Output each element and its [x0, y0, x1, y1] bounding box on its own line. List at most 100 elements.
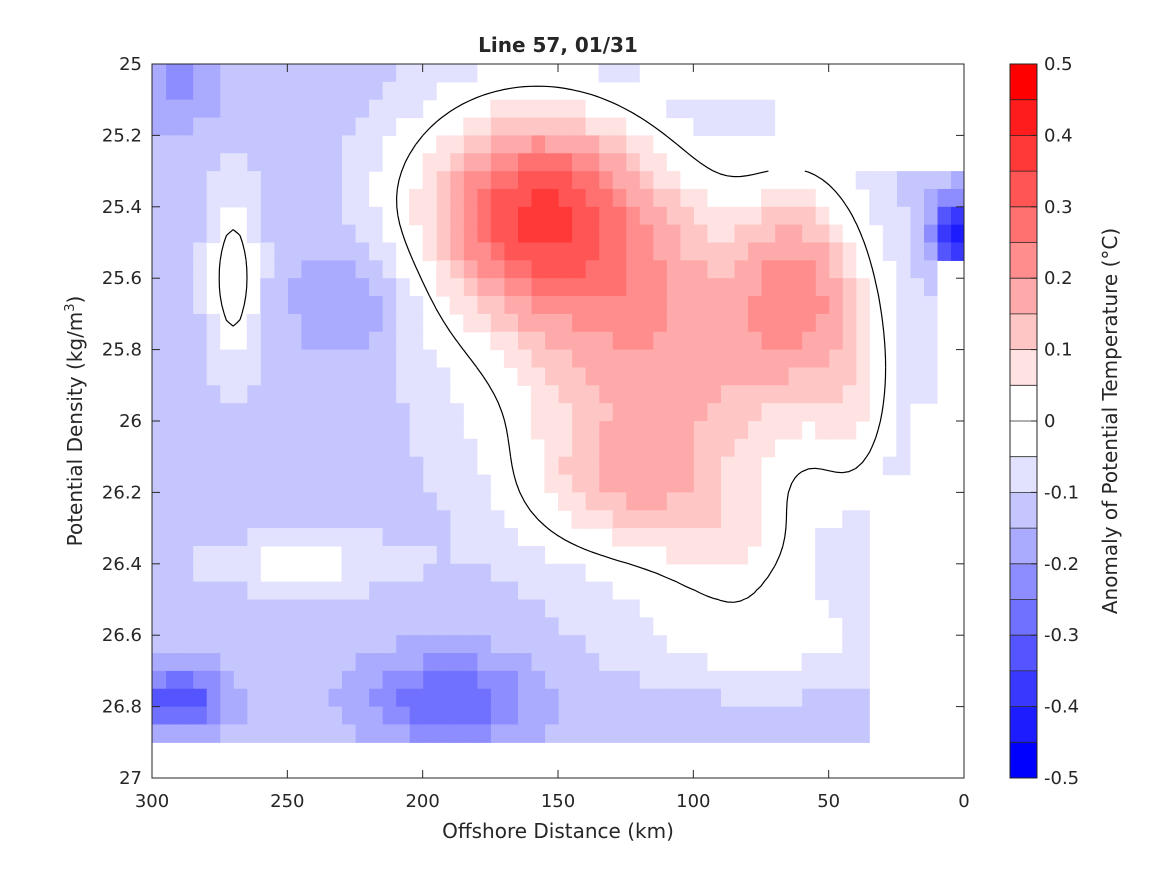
contour-cell — [476, 581, 491, 601]
contour-cell — [598, 635, 613, 654]
contour-cell — [449, 528, 464, 547]
contour-cell — [517, 206, 532, 226]
contour-cell — [842, 260, 857, 279]
contour-cell — [490, 278, 505, 297]
contour-cell — [368, 99, 383, 119]
x-axis-ticks: 300 250 200 150 100 50 0 — [135, 64, 970, 812]
contour-cell — [558, 99, 573, 119]
contour-cell — [612, 688, 627, 708]
contour-cell — [233, 599, 248, 618]
contour-cell — [828, 528, 843, 547]
contour-cell — [206, 724, 221, 743]
contour-cell — [652, 510, 667, 529]
colorbar: 0.50.40.30.20.10-0.1-0.2-0.3-0.4-0.5 — [1009, 54, 1079, 789]
contour-cell — [544, 421, 559, 440]
contour-cell — [422, 617, 437, 636]
contour-cell — [246, 135, 261, 154]
contour-cell — [300, 313, 315, 333]
contour-cell — [571, 206, 586, 226]
contour-cell — [422, 242, 437, 261]
contour-cell — [476, 545, 491, 565]
contour-cell — [639, 635, 654, 654]
contour-cell — [179, 331, 194, 351]
contour-cell — [382, 349, 397, 369]
contour-cell — [490, 581, 505, 601]
contour-cell — [449, 670, 464, 690]
contour-cell — [733, 331, 749, 351]
contour-cell — [679, 296, 694, 315]
contour-cell — [300, 706, 315, 726]
contour-cell — [815, 242, 830, 261]
contour-cell — [774, 313, 789, 333]
contour-cell — [152, 135, 167, 154]
contour-cell — [436, 474, 451, 493]
contour-cell — [571, 224, 586, 244]
contour-cell — [490, 99, 505, 119]
contour-cell — [314, 64, 329, 83]
contour-cell — [327, 296, 343, 315]
contour-cell — [733, 688, 749, 708]
contour-cell — [314, 296, 329, 315]
contour-cell — [598, 474, 613, 493]
contour-cell — [368, 403, 383, 422]
contour-cell — [436, 153, 451, 172]
contour-cell — [815, 331, 830, 351]
contour-cell — [273, 135, 288, 154]
contour-cell — [192, 438, 207, 458]
contour-cell — [612, 64, 627, 83]
contour-cell — [503, 117, 518, 136]
contour-cell — [679, 653, 694, 672]
contour-cell — [476, 296, 491, 315]
contour-cell — [652, 313, 667, 333]
contour-cell — [287, 706, 302, 726]
contour-cell — [409, 635, 424, 654]
contour-cell — [152, 64, 167, 83]
contour-cell — [842, 653, 857, 672]
contour-cell — [314, 617, 329, 636]
contour-cell — [517, 688, 532, 708]
contour-cell — [652, 331, 667, 351]
contour-cell — [530, 688, 546, 708]
contour-cell — [233, 367, 248, 386]
contour-cell — [625, 474, 640, 493]
contour-cell — [855, 528, 870, 547]
contour-cell — [612, 260, 627, 279]
contour-cell — [490, 331, 505, 351]
contour-cell — [341, 331, 356, 351]
contour-cell — [639, 296, 654, 315]
contour-cell — [179, 563, 194, 583]
contour-cell — [273, 456, 288, 476]
contour-cell — [517, 313, 532, 333]
contour-cell — [179, 64, 194, 83]
contour-cell — [585, 581, 600, 601]
contour-cell — [395, 278, 410, 297]
contour-cell — [341, 724, 356, 743]
contour-cell — [815, 421, 830, 440]
contour-cell — [639, 688, 654, 708]
contour-cell — [544, 617, 559, 636]
contour-cell — [165, 278, 180, 297]
contour-cell — [422, 64, 437, 83]
contour-cell — [314, 528, 329, 547]
y-axis-label-close: ) — [63, 296, 87, 304]
contour-cell — [192, 224, 207, 244]
contour-cell — [530, 278, 546, 297]
contour-cell — [639, 421, 654, 440]
contour-cell — [219, 510, 234, 529]
contour-cell — [273, 278, 288, 297]
contour-cell — [720, 385, 735, 404]
contour-cell — [882, 456, 897, 476]
contour-cell — [206, 670, 221, 690]
contour-cell — [449, 545, 464, 565]
contour-cell — [409, 474, 424, 493]
contour-cell — [179, 438, 194, 458]
contour-cell — [842, 617, 857, 636]
contour-cell — [463, 653, 478, 672]
contour-cell — [246, 64, 261, 83]
contour-cell — [152, 242, 167, 261]
contour-cell — [449, 278, 464, 297]
contour-cell — [382, 81, 397, 101]
contour-cell — [341, 599, 356, 618]
contour-cell — [246, 331, 261, 351]
colorbar-band — [1010, 456, 1037, 493]
